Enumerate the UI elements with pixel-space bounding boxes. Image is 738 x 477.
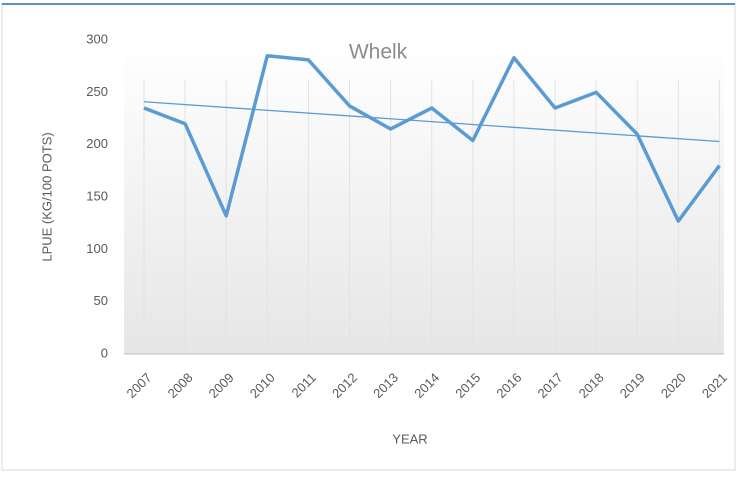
plot-area [124,40,724,354]
y-tick-label: 50 [94,293,108,308]
data-line [143,53,721,223]
chart-title: Whelk [349,41,408,64]
y-tick-label: 150 [86,188,108,203]
y-tick-label: 200 [86,136,108,151]
y-tick-label: 0 [101,345,108,360]
y-axis-title: LPUE (KG/100 POTS) [39,132,54,261]
y-tick-label: 100 [86,241,108,256]
y-tick-label: 250 [86,84,108,99]
y-tick-label: 300 [86,31,108,46]
x-axis-title: YEAR [392,431,427,446]
trendline [143,101,720,143]
